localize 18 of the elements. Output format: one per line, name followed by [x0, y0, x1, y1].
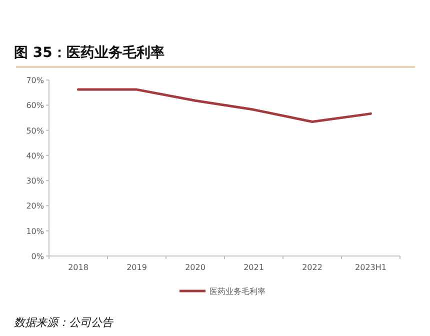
- chart-title: 图 35：医药业务毛利率: [14, 44, 164, 61]
- legend-label: 医药业务毛利率: [210, 287, 266, 296]
- y-tick-label: 60%: [26, 101, 44, 110]
- x-tick-label: 2021: [244, 263, 264, 272]
- y-tick-label: 40%: [26, 151, 44, 160]
- y-tick-label: 30%: [26, 176, 44, 186]
- x-tick-label: 2018: [68, 263, 88, 272]
- y-tick-label: 20%: [26, 202, 44, 211]
- x-tick-label: 2023H1: [355, 263, 386, 272]
- y-tick-label: 10%: [26, 226, 44, 236]
- y-tick-label: 50%: [26, 126, 44, 136]
- y-tick-label: 0%: [31, 252, 44, 261]
- x-tick-label: 2022: [302, 263, 322, 272]
- line-series: [77, 88, 372, 123]
- x-tick-label: 2019: [126, 263, 147, 272]
- source-note: 数据来源：公司公告: [14, 316, 114, 329]
- x-tick-label: 2020: [185, 263, 206, 272]
- y-tick-label: 70%: [26, 76, 44, 85]
